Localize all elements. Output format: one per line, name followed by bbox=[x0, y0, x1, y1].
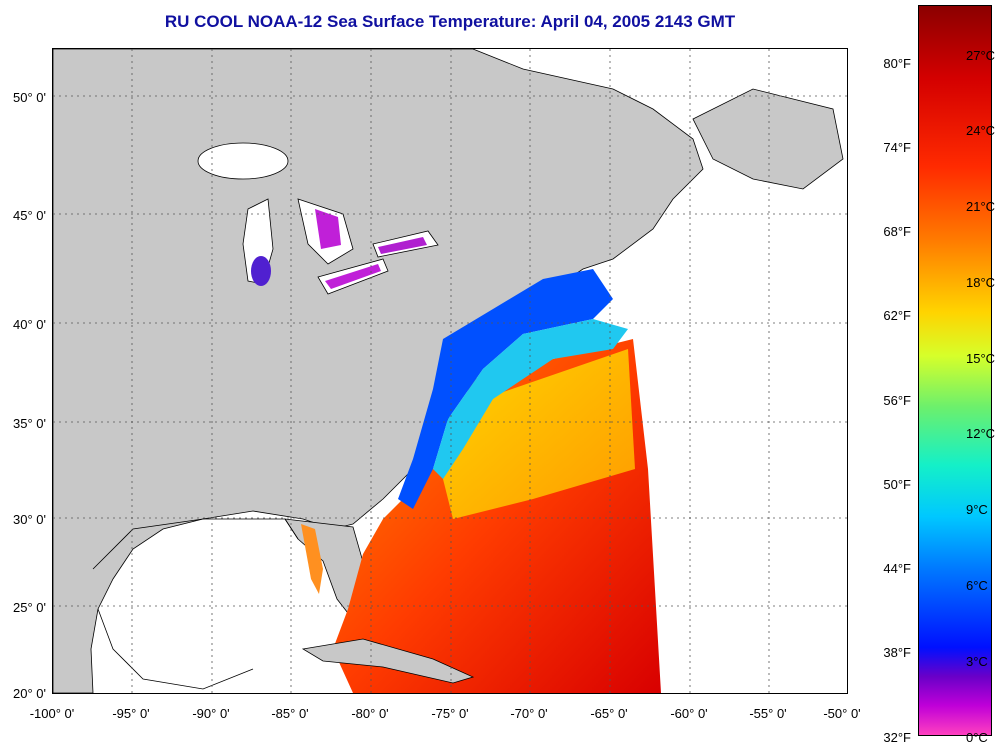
lon-label: -95° 0' bbox=[112, 706, 150, 721]
celsius-label: 0°C bbox=[966, 730, 988, 745]
lat-label: 50° 0' bbox=[13, 90, 46, 105]
sst-gulf-strip bbox=[301, 524, 323, 594]
sst-slope-water bbox=[433, 319, 628, 479]
gulf-coastline bbox=[92, 518, 299, 690]
fahrenheit-label: 38°F bbox=[883, 645, 911, 660]
lat-label: 35° 0' bbox=[13, 416, 46, 431]
celsius-label: 3°C bbox=[966, 654, 988, 669]
fahrenheit-label: 32°F bbox=[883, 730, 911, 745]
sst-shelf-water bbox=[398, 269, 613, 509]
fahrenheit-label: 44°F bbox=[883, 561, 911, 576]
celsius-label: 15°C bbox=[966, 351, 996, 366]
lon-label: -75° 0' bbox=[431, 706, 469, 721]
celsius-label: 12°C bbox=[966, 426, 996, 441]
fahrenheit-label: 80°F bbox=[883, 56, 911, 71]
celsius-label: 9°C bbox=[966, 502, 988, 517]
land-cuba bbox=[301, 638, 475, 684]
lat-label: 25° 0' bbox=[13, 600, 46, 615]
lon-label: -100° 0' bbox=[29, 706, 75, 721]
fahrenheit-label: 56°F bbox=[883, 393, 911, 408]
lon-label: -60° 0' bbox=[670, 706, 708, 721]
celsius-label: 6°C bbox=[966, 578, 988, 593]
lon-label: -90° 0' bbox=[192, 706, 230, 721]
fahrenheit-label: 68°F bbox=[883, 224, 911, 239]
lon-label: -65° 0' bbox=[590, 706, 628, 721]
graticule bbox=[53, 49, 847, 693]
lon-label: -85° 0' bbox=[271, 706, 309, 721]
lon-label: -50° 0' bbox=[823, 706, 861, 721]
lon-label: -80° 0' bbox=[351, 706, 389, 721]
temperature-colorbar bbox=[918, 5, 992, 736]
lake-temperature bbox=[251, 209, 427, 289]
sst-map-canvas bbox=[53, 49, 847, 693]
sst-map bbox=[52, 48, 848, 694]
fahrenheit-label: 74°F bbox=[883, 140, 911, 155]
lat-label: 20° 0' bbox=[13, 686, 46, 701]
celsius-label: 21°C bbox=[966, 199, 996, 214]
celsius-label: 24°C bbox=[966, 123, 996, 138]
fahrenheit-label: 62°F bbox=[883, 308, 911, 323]
lon-label: -55° 0' bbox=[749, 706, 787, 721]
lat-label: 30° 0' bbox=[13, 512, 46, 527]
celsius-label: 27°C bbox=[966, 48, 996, 63]
lon-label: -70° 0' bbox=[510, 706, 548, 721]
sst-sargasso-band bbox=[443, 349, 635, 519]
land-newfoundland bbox=[692, 88, 844, 190]
celsius-label: 18°C bbox=[966, 275, 996, 290]
map-title: RU COOL NOAA-12 Sea Surface Temperature:… bbox=[164, 12, 736, 31]
lat-label: 40° 0' bbox=[13, 317, 46, 332]
fahrenheit-label: 50°F bbox=[883, 477, 911, 492]
lat-label: 45° 0' bbox=[13, 208, 46, 223]
